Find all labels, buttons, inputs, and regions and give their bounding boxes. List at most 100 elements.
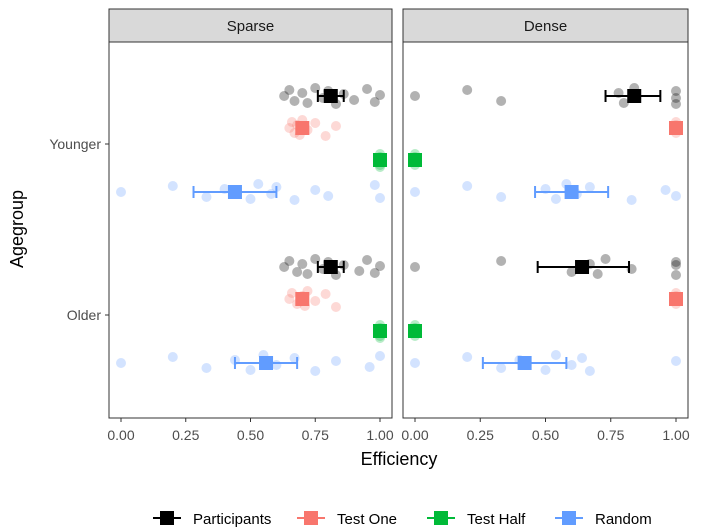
mean-marker-random	[564, 185, 579, 199]
data-point-participants	[410, 91, 420, 101]
data-point-participants	[369, 97, 380, 107]
legend-label-random: Random	[595, 511, 652, 528]
data-point-participants	[462, 85, 473, 95]
data-point-participants	[279, 91, 290, 101]
y-tick-label-younger: Younger	[49, 136, 101, 152]
panel-border-sparse	[108, 41, 393, 419]
x-tick-label: 0.75	[597, 427, 624, 443]
data-point-random	[626, 195, 637, 205]
data-point-random	[671, 356, 681, 366]
data-point-test-one	[284, 294, 295, 304]
mean-marker-test-half	[373, 153, 387, 167]
data-point-participants	[496, 256, 507, 266]
data-point-participants	[671, 99, 681, 109]
x-tick-label: 1.00	[662, 427, 689, 443]
data-point-random	[167, 352, 178, 362]
data-point-random	[116, 187, 126, 197]
mean-marker-test-half	[373, 324, 387, 338]
mean-marker-random	[259, 356, 274, 370]
data-point-participants	[354, 266, 365, 276]
x-tick-label: 0.25	[467, 427, 494, 443]
legend-label-test-one: Test One	[337, 511, 397, 528]
data-point-random	[253, 179, 264, 189]
data-point-random	[566, 360, 577, 370]
legend-label-participants: Participants	[193, 511, 271, 528]
legend-label-test-half: Test Half	[467, 511, 526, 528]
data-point-participants	[592, 269, 603, 279]
data-point-participants	[292, 267, 303, 277]
facet-label-dense: Dense	[524, 18, 567, 35]
facet-strip-dense	[402, 8, 689, 43]
data-point-random	[369, 180, 380, 190]
data-point-random	[201, 363, 212, 373]
facet-label-sparse: Sparse	[227, 18, 275, 35]
mean-marker-participants	[627, 89, 642, 103]
data-point-random	[462, 352, 473, 362]
data-point-participants	[618, 98, 629, 108]
data-point-random	[550, 194, 561, 204]
data-point-participants	[349, 95, 360, 105]
data-point-participants	[302, 269, 313, 279]
mean-marker-test-half	[408, 153, 422, 167]
data-point-test-one	[320, 131, 331, 141]
data-point-test-one	[310, 118, 321, 128]
data-point-random	[330, 356, 341, 366]
y-tick-label-older: Older	[67, 307, 102, 323]
x-tick-label: 0.00	[401, 427, 428, 443]
data-point-test-one	[286, 288, 297, 298]
data-point-random	[496, 192, 507, 202]
data-point-random	[584, 366, 595, 376]
data-point-random	[584, 182, 595, 192]
data-point-random	[167, 181, 178, 191]
data-point-random	[462, 181, 473, 191]
data-point-participants	[566, 267, 577, 277]
data-point-participants	[289, 96, 300, 106]
data-point-random	[540, 365, 551, 375]
mean-marker-random	[517, 356, 532, 370]
data-point-participants	[671, 257, 681, 267]
panel-border-dense	[402, 41, 689, 419]
data-point-test-one	[310, 296, 321, 306]
data-point-test-one	[320, 289, 331, 299]
mean-marker-participants	[323, 89, 338, 103]
facet-strip-sparse	[108, 8, 393, 43]
legend-key-marker-test-half	[434, 511, 448, 525]
mean-marker-test-one	[295, 292, 310, 306]
data-point-random	[310, 185, 321, 195]
mean-marker-participants	[575, 260, 590, 274]
data-point-participants	[284, 256, 295, 266]
data-point-participants	[410, 262, 420, 272]
mean-marker-test-one	[669, 292, 683, 306]
data-point-random	[245, 365, 256, 375]
mean-marker-random	[227, 185, 242, 199]
data-point-participants	[671, 93, 681, 103]
data-point-participants	[302, 98, 313, 108]
data-point-participants	[297, 259, 308, 269]
x-tick-label: 0.50	[237, 427, 264, 443]
data-point-participants	[375, 261, 385, 271]
data-point-participants	[671, 270, 681, 280]
data-point-random	[660, 185, 671, 195]
x-tick-label: 0.25	[172, 427, 199, 443]
mean-marker-test-one	[669, 121, 683, 135]
data-point-random	[289, 195, 300, 205]
data-point-participants	[297, 88, 308, 98]
data-point-random	[671, 191, 681, 201]
data-point-test-one	[284, 123, 295, 133]
data-point-participants	[279, 262, 290, 272]
x-tick-label: 0.00	[107, 427, 134, 443]
legend-key-marker-participants	[160, 511, 174, 525]
data-point-random	[310, 366, 321, 376]
data-point-random	[550, 350, 561, 360]
data-point-random	[496, 363, 507, 373]
data-point-participants	[600, 254, 611, 264]
x-tick-label: 0.75	[302, 427, 329, 443]
data-point-participants	[369, 268, 380, 278]
axes-layer: 0.00 0.25 0.50 0.75 1.00 0.00 0.25 0.50 0.75 1.00…	[49, 136, 689, 443]
data-point-participants	[375, 90, 385, 100]
y-axis-title: Agegroup	[7, 190, 27, 268]
mean-marker-test-one	[295, 121, 310, 135]
data-point-random	[116, 358, 126, 368]
data-point-random	[364, 362, 375, 372]
